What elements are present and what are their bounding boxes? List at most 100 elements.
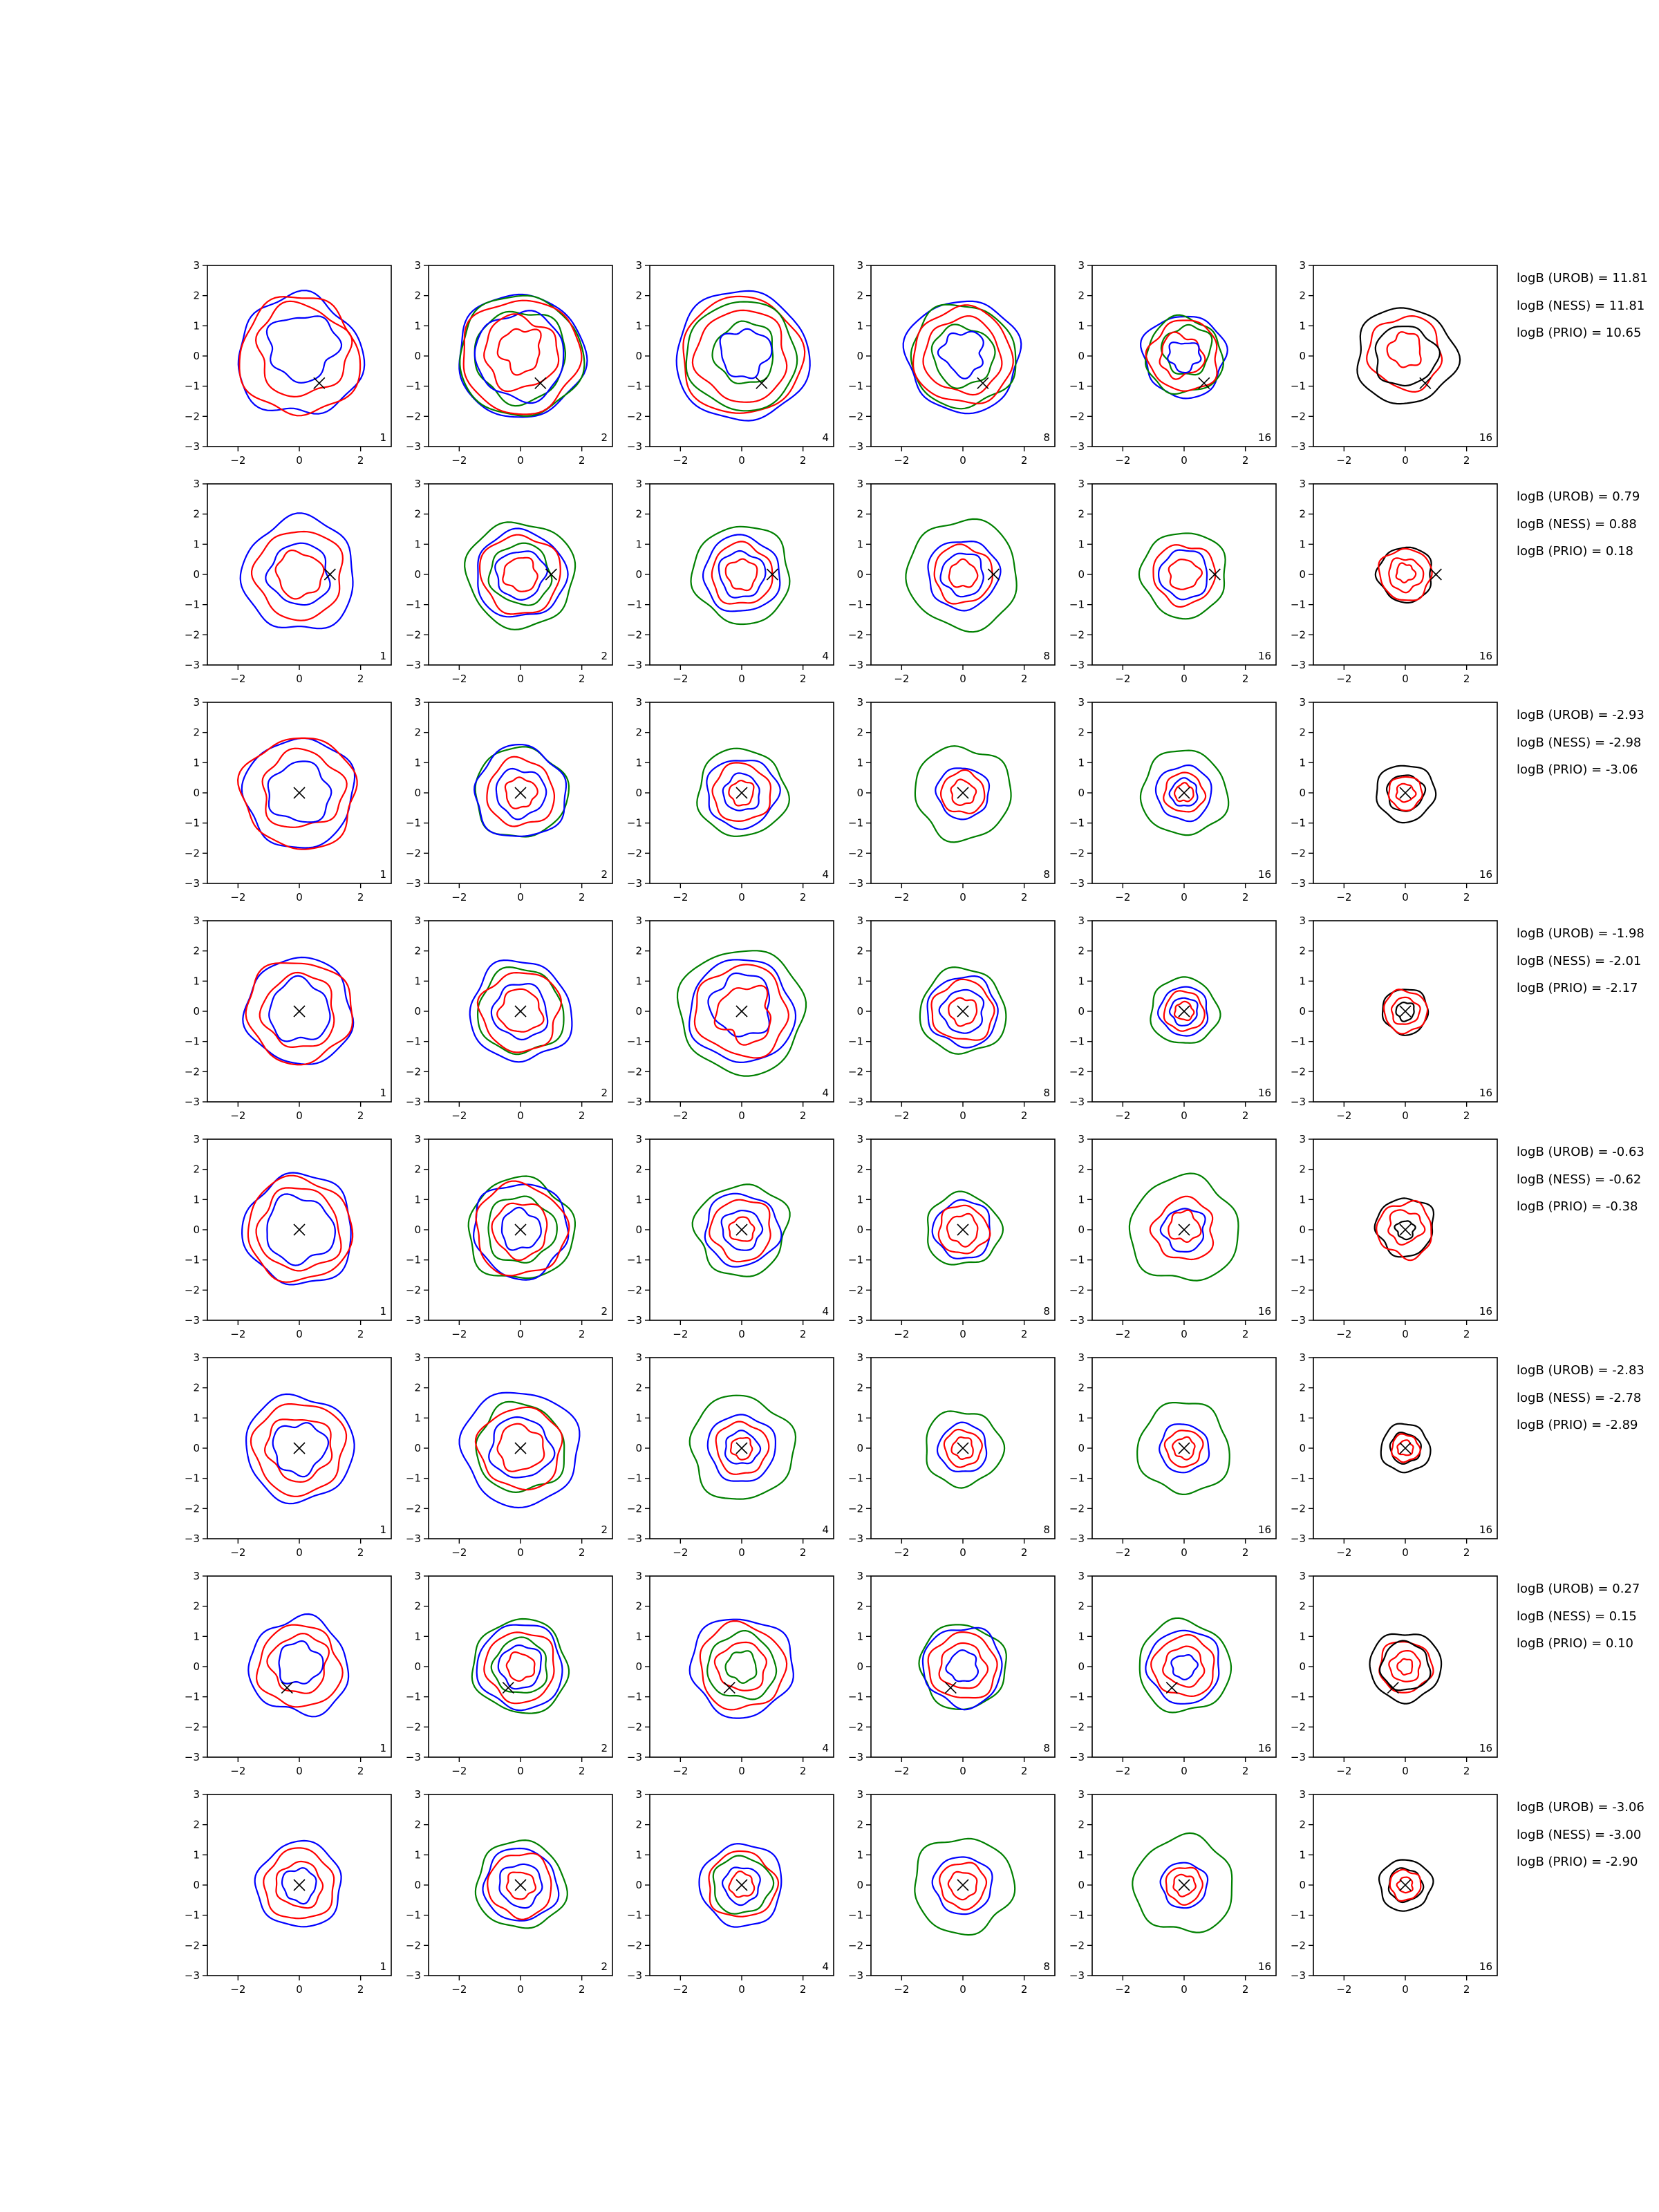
y-tick-label: 2 <box>635 1600 642 1613</box>
x-tick-label: 2 <box>579 1328 585 1340</box>
contour-line-blue <box>719 328 773 379</box>
contour-group <box>247 1613 350 1718</box>
contour-line-blue <box>1167 341 1202 374</box>
x-marker <box>534 377 547 389</box>
x-tick-label: 0 <box>1181 1765 1188 1777</box>
y-tick-label: 2 <box>856 1163 863 1176</box>
y-tick-label: 2 <box>1078 1600 1085 1613</box>
contour-line-red <box>504 776 538 809</box>
x-tick-label: 2 <box>800 891 807 903</box>
y-tick-label: −2 <box>406 847 421 859</box>
panel-label: 16 <box>1258 868 1271 881</box>
y-tick-label: −3 <box>406 440 421 453</box>
x-tick-label: −2 <box>673 1109 688 1122</box>
y-tick-label: 2 <box>1078 945 1085 957</box>
contour-group <box>1128 1172 1239 1282</box>
axes-frame <box>428 265 613 447</box>
y-tick-label: −1 <box>1069 1691 1085 1703</box>
y-tick-label: 2 <box>193 945 200 957</box>
y-tick-label: −3 <box>1069 1314 1085 1327</box>
x-tick-label: 0 <box>296 673 303 685</box>
contour-line-black <box>1369 1633 1443 1705</box>
x-tick-label: 2 <box>357 891 364 903</box>
x-tick-label: −2 <box>673 1765 688 1777</box>
y-tick-label: −2 <box>185 1721 200 1733</box>
x-marker <box>735 1442 748 1454</box>
y-tick-label: 2 <box>856 1819 863 1831</box>
panel-label: 16 <box>1258 1960 1271 1973</box>
contour-line-red <box>274 549 325 600</box>
contour-group <box>905 518 1018 633</box>
contour-group <box>1138 532 1226 620</box>
contour-line-red <box>1150 1633 1215 1697</box>
panel: −2 0 2 −3 −2 −1 0 1 2 3 8 <box>848 1351 1056 1559</box>
contour-line-red <box>483 313 560 393</box>
contour-line-black <box>1378 1640 1432 1691</box>
contour-line-blue <box>936 1421 988 1472</box>
panel-label: 16 <box>1479 431 1492 444</box>
x-tick-label: 2 <box>800 1765 807 1777</box>
y-tick-label: −1 <box>185 380 200 393</box>
logb-annotation: logB (UROB) = -1.98 <box>1517 926 1644 941</box>
y-tick-label: −2 <box>1069 1065 1085 1078</box>
x-marker <box>293 787 306 799</box>
y-tick-label: 1 <box>193 1412 200 1424</box>
y-tick-label: 0 <box>1078 568 1085 581</box>
y-tick-label: −1 <box>627 1254 642 1266</box>
logb-annotation: logB (PRIO) = 0.10 <box>1517 1636 1633 1651</box>
contour-line-blue <box>720 1210 764 1251</box>
y-tick-label: −1 <box>1069 1909 1085 1922</box>
contour-line-green <box>926 1410 1006 1489</box>
y-tick-label: −2 <box>406 410 421 422</box>
panel-label: 16 <box>1479 1742 1492 1754</box>
x-tick-label: −2 <box>1336 1983 1351 1996</box>
contour-line-blue <box>241 1172 352 1286</box>
panel: −2 0 2 −3 −2 −1 0 1 2 3 1 <box>185 1133 392 1340</box>
y-tick-label: 1 <box>414 1848 421 1861</box>
y-tick-label: −3 <box>185 877 200 890</box>
contour-line-red <box>502 556 538 592</box>
contour-line-green <box>490 1636 548 1694</box>
contour-line-green <box>712 1855 775 1915</box>
contour-group <box>696 747 791 837</box>
y-tick-label: 1 <box>856 319 863 332</box>
contour-line-red <box>1396 1658 1414 1676</box>
x-tick-label: 2 <box>579 454 585 467</box>
x-tick-label: 0 <box>738 1109 745 1122</box>
contour-line-blue <box>939 552 984 598</box>
contour-line-blue <box>937 330 984 379</box>
panel: −2 0 2 −3 −2 −1 0 1 2 3 8 <box>848 915 1056 1122</box>
panel: −2 0 2 −3 −2 −1 0 1 2 3 1 <box>185 478 392 685</box>
y-tick-label: 1 <box>1299 975 1306 987</box>
contour-line-blue <box>1145 1629 1220 1705</box>
contour-line-blue <box>1168 777 1199 807</box>
y-tick-label: 2 <box>1299 945 1306 957</box>
y-tick-label: 2 <box>414 1163 421 1176</box>
y-tick-label: 1 <box>1078 1848 1085 1861</box>
y-tick-label: 0 <box>1078 1660 1085 1673</box>
x-tick-label: 2 <box>579 1765 585 1777</box>
panel-label: 8 <box>1043 868 1050 881</box>
contour-group <box>1374 546 1433 604</box>
contour-line-red <box>708 1850 780 1918</box>
y-tick-label: −2 <box>1291 410 1306 422</box>
contour-line-blue <box>945 1649 980 1683</box>
x-tick-label: 0 <box>738 454 745 467</box>
y-tick-label: 1 <box>856 1630 863 1642</box>
axes-frame <box>649 483 834 666</box>
contour-line-blue <box>706 1414 777 1482</box>
panel: −2 0 2 −3 −2 −1 0 1 2 3 2 <box>406 478 613 685</box>
y-tick-label: −1 <box>1069 599 1085 611</box>
x-marker <box>1399 1879 1412 1891</box>
y-tick-label: −2 <box>406 1284 421 1296</box>
contour-line-blue <box>477 527 569 618</box>
y-tick-label: 0 <box>856 568 863 581</box>
panel-label: 4 <box>822 650 829 662</box>
y-tick-label: −2 <box>627 410 642 422</box>
contour-line-red <box>462 299 583 415</box>
contour-line-green <box>1136 1401 1230 1495</box>
y-tick-label: −3 <box>1291 1096 1306 1108</box>
axes-frame <box>870 483 1056 666</box>
y-tick-label: −3 <box>848 1969 863 1982</box>
contour-line-black <box>1376 765 1437 824</box>
